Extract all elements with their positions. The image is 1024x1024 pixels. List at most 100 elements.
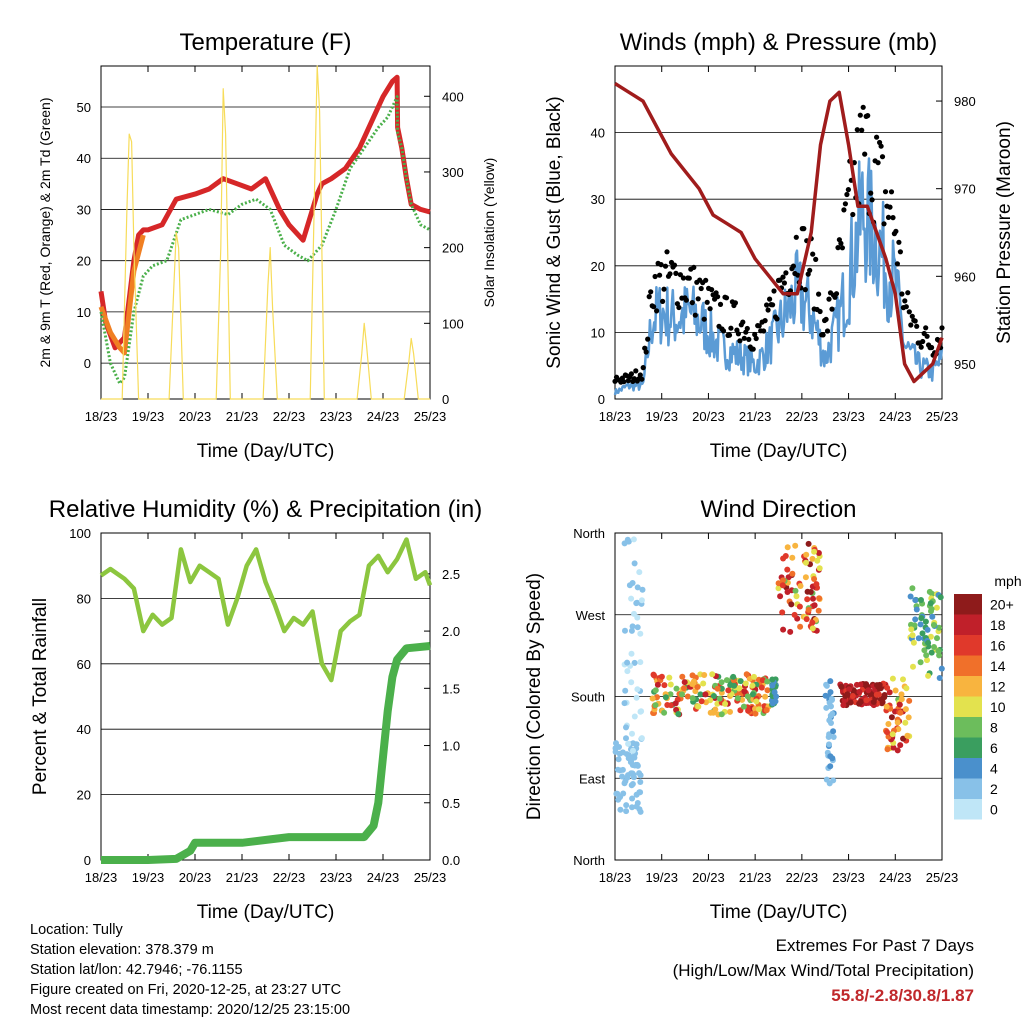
direction-direction-point (667, 681, 674, 688)
direction-direction-point (815, 550, 822, 556)
direction-direction-point (740, 703, 747, 710)
direction-chart-title: Wind Direction (700, 496, 856, 523)
direction-direction-point (623, 802, 630, 809)
humidity-x-tick-label: 23/23 (320, 870, 353, 885)
temperature-y-tick-label: 0 (84, 356, 91, 371)
direction-direction-point (702, 691, 709, 698)
direction-x-tick-label: 18/23 (599, 870, 632, 885)
direction-direction-point (631, 659, 638, 666)
direction-direction-point (879, 699, 886, 706)
direction-direction-point (898, 691, 905, 698)
humidity-right-tick-label: 0.0 (442, 853, 460, 868)
direction-direction-point (863, 697, 870, 704)
direction-direction-point (620, 790, 627, 797)
winds-gust-point (691, 264, 697, 270)
direction-direction-point (912, 597, 919, 604)
direction-direction-point (827, 753, 834, 760)
winds-gust-point (924, 333, 930, 339)
winds-y-tick-label: 0 (598, 392, 605, 407)
direction-colorbar-label: 14 (990, 658, 1006, 674)
temperature-series-solar (101, 65, 430, 400)
direction-direction-point (936, 652, 943, 659)
winds-y-tick-label: 30 (591, 192, 605, 207)
direction-direction-point (634, 762, 641, 769)
humidity-series-precip (101, 642, 431, 864)
direction-direction-point (755, 706, 762, 713)
winds-gust-point (726, 332, 733, 338)
direction-direction-point (847, 699, 854, 706)
winds-gust-point (771, 288, 777, 294)
direction-direction-point (742, 680, 749, 687)
direction-colorbar-swatch (954, 635, 982, 656)
direction-direction-point (741, 688, 748, 695)
direction-x-tick-label: 21/23 (739, 870, 772, 885)
direction-direction-point (823, 776, 830, 783)
direction-direction-point (679, 673, 686, 680)
direction-direction-point (769, 676, 776, 683)
direction-direction-point (903, 685, 910, 692)
direction-direction-point (918, 615, 925, 622)
humidity-x-tick-label: 20/23 (179, 870, 212, 885)
winds-gust-point (905, 290, 911, 296)
winds-gust-point (709, 287, 715, 293)
direction-direction-point (709, 671, 716, 678)
temperature-x-tick-label: 18/23 (85, 409, 118, 424)
winds-gust-point (637, 372, 643, 378)
direction-direction-point (633, 741, 640, 748)
direction-direction-point (617, 806, 624, 813)
direction-direction-point (889, 675, 896, 682)
winds-gust-point (686, 275, 692, 281)
direction-direction-point (935, 648, 942, 654)
winds-gust-point (894, 261, 901, 267)
direction-direction-point (849, 693, 856, 699)
direction-direction-point (780, 555, 787, 562)
winds-gust-point (658, 262, 664, 268)
direction-direction-point (762, 693, 769, 700)
direction-colorbar-swatch (954, 614, 982, 635)
direction-direction-point (865, 687, 872, 694)
direction-colorbar-swatch (954, 676, 982, 697)
direction-direction-point (619, 773, 626, 780)
winds-gust-point (643, 349, 649, 355)
winds-gust-point (639, 376, 645, 382)
extremes-title: Extremes For Past 7 Days (775, 936, 974, 955)
winds-gust-point (939, 325, 945, 331)
direction-direction-point (927, 600, 934, 607)
direction-direction-point (921, 647, 928, 654)
direction-direction-point (897, 709, 904, 716)
temperature-series-t2m (98, 74, 431, 351)
direction-direction-point (828, 720, 834, 726)
direction-direction-point (840, 702, 847, 709)
direction-colorbar-label: 6 (990, 740, 998, 756)
location-text: Location: Tully (30, 922, 123, 938)
winds-gust-point (695, 296, 701, 302)
winds-gust-point (893, 228, 899, 234)
direction-direction-point (695, 703, 702, 710)
direction-direction-point (823, 704, 830, 711)
humidity-chart-title: Relative Humidity (%) & Precipitation (i… (49, 496, 482, 523)
direction-direction-point (924, 657, 930, 664)
direction-colorbar-swatch (954, 799, 982, 820)
direction-direction-point (816, 565, 823, 572)
direction-direction-point (694, 684, 701, 690)
winds-gust-point (741, 335, 747, 341)
direction-direction-point (826, 741, 832, 748)
direction-direction-point (792, 542, 799, 549)
winds-gust-point (707, 306, 713, 312)
temperature-series-td (99, 95, 431, 386)
direction-direction-point (913, 606, 920, 613)
winds-gust-point (878, 143, 884, 149)
direction-direction-point (639, 586, 646, 593)
winds-gust-point (646, 294, 652, 300)
humidity-y-tick-label: 0 (84, 853, 91, 868)
winds-gust-point (820, 332, 826, 338)
direction-direction-point (803, 616, 810, 623)
direction-direction-point (925, 640, 932, 646)
direction-direction-point (664, 702, 671, 708)
direction-direction-point (789, 570, 796, 577)
direction-direction-point (911, 622, 918, 629)
direction-colorbar-label: 12 (990, 678, 1006, 694)
direction-direction-point (710, 693, 717, 699)
winds-gust-point (888, 189, 895, 195)
humidity-right-tick-label: 1.5 (442, 681, 460, 696)
